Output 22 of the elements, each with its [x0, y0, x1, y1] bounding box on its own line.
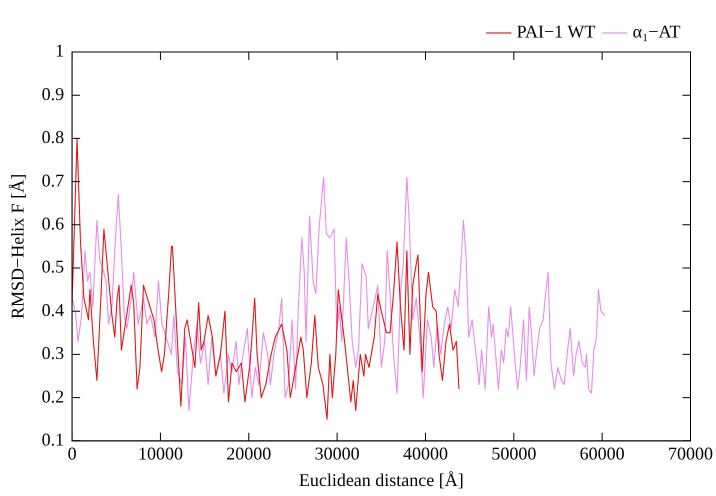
x-tick-label: 10000 — [138, 443, 183, 464]
y-tick-label: 0.6 — [42, 214, 64, 234]
y-tick-label: 0.3 — [42, 343, 64, 364]
x-tick-label: 20000 — [226, 443, 272, 464]
y-tick-label: 0.7 — [42, 170, 64, 190]
y-tick-label: 1 — [55, 40, 64, 61]
y-tick-label: 0.2 — [42, 386, 64, 406]
x-axis-title: Euclidean distance [Å] — [298, 470, 464, 490]
y-axis-title: RMSD−Helix F [Å] — [8, 174, 28, 319]
x-tick-label: 0 — [68, 443, 77, 464]
y-tick-label: 0.1 — [42, 430, 64, 450]
x-tick-label: 50000 — [491, 443, 536, 464]
x-tick-label: 40000 — [402, 443, 448, 464]
x-tick-label: 60000 — [580, 443, 625, 464]
y-tick-label: 0.8 — [42, 127, 64, 148]
legend-label: PAI−1 WT — [516, 22, 596, 42]
legend-label: α₁−AT — [632, 22, 681, 42]
x-tick-label: 30000 — [314, 443, 360, 464]
y-tick-label: 0.5 — [42, 256, 64, 277]
y-tick-label: 0.4 — [42, 300, 64, 320]
y-tick-label: 0.9 — [42, 84, 64, 104]
x-tick-label: 70000 — [668, 443, 713, 464]
